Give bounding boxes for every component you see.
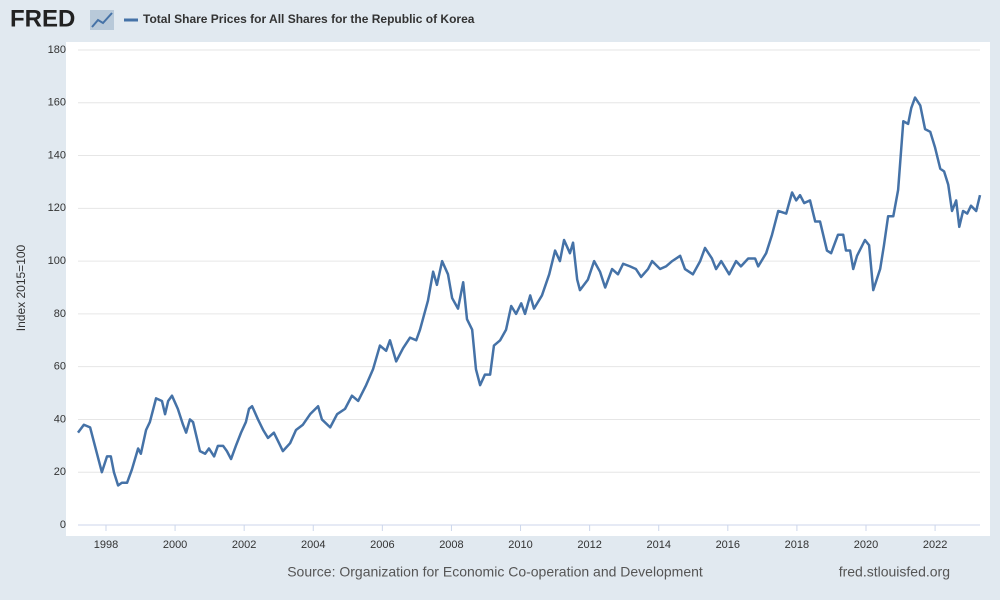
x-tick-label: 2000: [163, 539, 187, 551]
x-tick-label: 2018: [785, 539, 809, 551]
logo-icon: [90, 10, 114, 30]
line-series: [76, 96, 982, 487]
y-axis-label: Index 2015=100: [14, 244, 28, 331]
x-tick-label: 1998: [94, 539, 118, 551]
x-tick-label: 2020: [854, 539, 878, 551]
y-tick-label: 60: [54, 361, 66, 373]
y-tick-label: 40: [54, 413, 66, 425]
x-tick-label: 2008: [439, 539, 463, 551]
y-tick-label: 100: [48, 255, 66, 267]
y-tick-label: 140: [48, 149, 66, 161]
x-tick-label: 2022: [923, 539, 947, 551]
source: Source: Organization for Economic Co-ope…: [287, 564, 703, 580]
x-tick-label: 2010: [508, 539, 532, 551]
x-tick-label: 2004: [301, 539, 325, 551]
y-tick-label: 180: [48, 44, 66, 56]
x-tick-label: 2014: [646, 539, 670, 551]
x-tick-label: 2016: [716, 539, 740, 551]
x-tick-label: 2006: [370, 539, 394, 551]
logo: FRED: [10, 5, 75, 32]
legend-label: Total Share Prices for All Shares for th…: [143, 12, 475, 26]
y-tick-label: 80: [54, 308, 66, 320]
plot-area: [66, 42, 990, 536]
x-tick-label: 2002: [232, 539, 256, 551]
y-tick-label: 160: [48, 97, 66, 109]
y-tick-label: 120: [48, 202, 66, 214]
y-tick-label: 0: [60, 519, 66, 531]
y-tick-label: 20: [54, 466, 66, 478]
x-tick-label: 2012: [577, 539, 601, 551]
url: fred.stlouisfed.org: [839, 564, 950, 580]
